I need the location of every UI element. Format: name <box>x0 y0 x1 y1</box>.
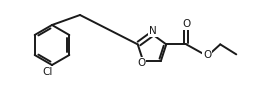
Text: O: O <box>203 50 211 60</box>
Text: Cl: Cl <box>43 67 53 77</box>
Text: N: N <box>149 26 157 36</box>
Text: O: O <box>182 19 190 29</box>
Text: O: O <box>137 58 145 68</box>
